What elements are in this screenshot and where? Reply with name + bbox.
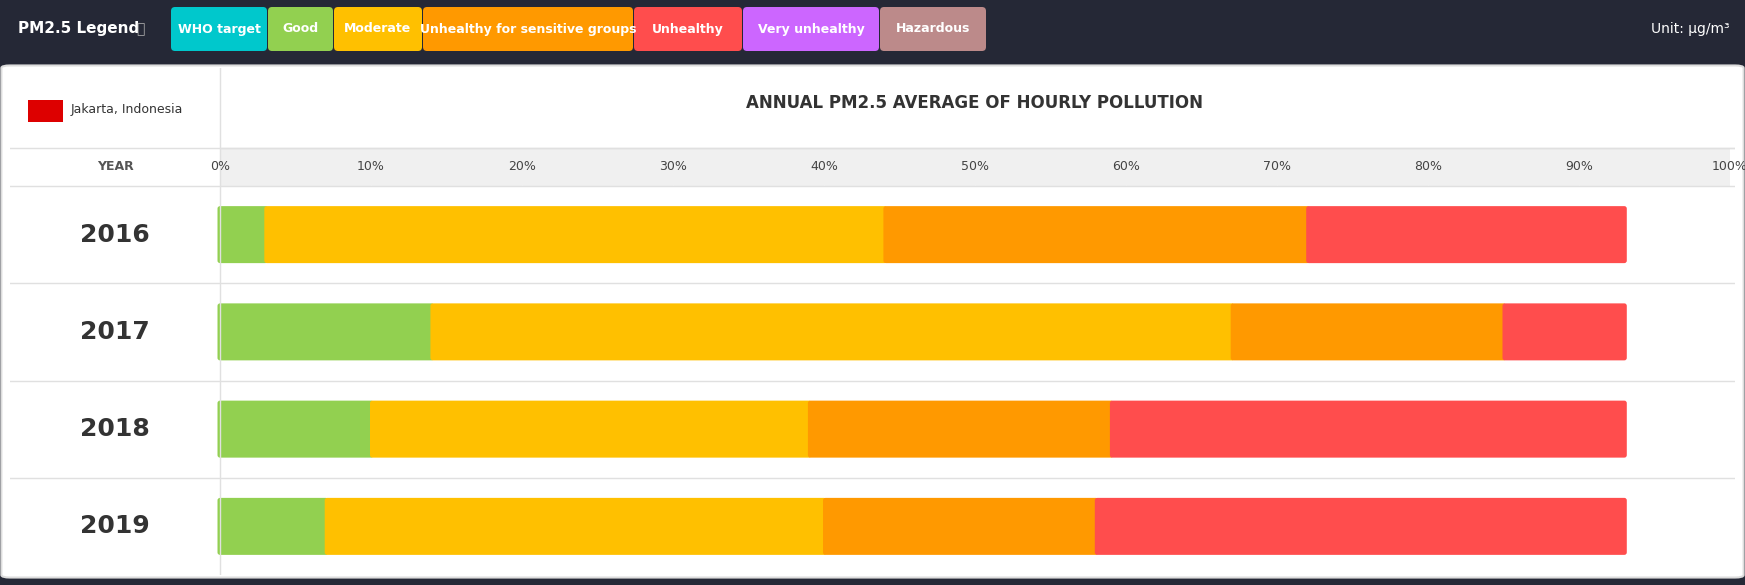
FancyBboxPatch shape [1110, 401, 1626, 457]
Text: 2019: 2019 [80, 514, 150, 538]
Text: 60%: 60% [1112, 160, 1139, 174]
FancyBboxPatch shape [1094, 498, 1626, 555]
FancyBboxPatch shape [1230, 304, 1506, 360]
Text: 80%: 80% [1413, 160, 1441, 174]
Text: ANNUAL PM2.5 AVERAGE OF HOURLY POLLUTION: ANNUAL PM2.5 AVERAGE OF HOURLY POLLUTION [747, 94, 1204, 112]
Text: Hazardous: Hazardous [895, 22, 970, 36]
FancyBboxPatch shape [220, 148, 1729, 186]
Text: Moderate: Moderate [344, 22, 412, 36]
FancyBboxPatch shape [633, 7, 742, 51]
Text: Unit: μg/m³: Unit: μg/m³ [1651, 22, 1729, 36]
FancyBboxPatch shape [218, 304, 435, 360]
FancyBboxPatch shape [28, 100, 63, 122]
Text: 50%: 50% [961, 160, 989, 174]
Text: ⓘ: ⓘ [136, 22, 145, 36]
FancyBboxPatch shape [2, 66, 1743, 577]
FancyBboxPatch shape [431, 304, 1234, 360]
Text: 90%: 90% [1565, 160, 1593, 174]
Text: YEAR: YEAR [96, 160, 133, 174]
FancyBboxPatch shape [824, 498, 1098, 555]
Text: Jakarta, Indonesia: Jakarta, Indonesia [72, 102, 183, 115]
FancyBboxPatch shape [1307, 206, 1626, 263]
FancyBboxPatch shape [263, 206, 886, 263]
Text: 2016: 2016 [80, 223, 150, 247]
Text: Unhealthy for sensitive groups: Unhealthy for sensitive groups [421, 22, 637, 36]
FancyBboxPatch shape [325, 498, 827, 555]
Text: 0%: 0% [209, 160, 230, 174]
FancyBboxPatch shape [743, 7, 879, 51]
Text: 20%: 20% [508, 160, 536, 174]
FancyBboxPatch shape [422, 7, 633, 51]
FancyBboxPatch shape [218, 206, 267, 263]
Text: 2018: 2018 [80, 417, 150, 441]
FancyBboxPatch shape [883, 206, 1310, 263]
Text: Very unhealthy: Very unhealthy [757, 22, 864, 36]
FancyBboxPatch shape [1502, 304, 1626, 360]
FancyBboxPatch shape [269, 7, 333, 51]
FancyBboxPatch shape [370, 401, 811, 457]
Text: 40%: 40% [810, 160, 838, 174]
Text: Unhealthy: Unhealthy [653, 22, 724, 36]
FancyBboxPatch shape [808, 401, 1113, 457]
Text: PM2.5 Legend: PM2.5 Legend [17, 22, 140, 36]
Text: 70%: 70% [1263, 160, 1291, 174]
FancyBboxPatch shape [333, 7, 422, 51]
Text: 100%: 100% [1712, 160, 1745, 174]
FancyBboxPatch shape [879, 7, 986, 51]
Text: Good: Good [283, 22, 319, 36]
FancyBboxPatch shape [218, 401, 373, 457]
Text: 2017: 2017 [80, 320, 150, 344]
Text: 30%: 30% [660, 160, 688, 174]
Text: WHO target: WHO target [178, 22, 260, 36]
FancyBboxPatch shape [171, 7, 267, 51]
FancyBboxPatch shape [218, 498, 328, 555]
Text: 10%: 10% [358, 160, 386, 174]
